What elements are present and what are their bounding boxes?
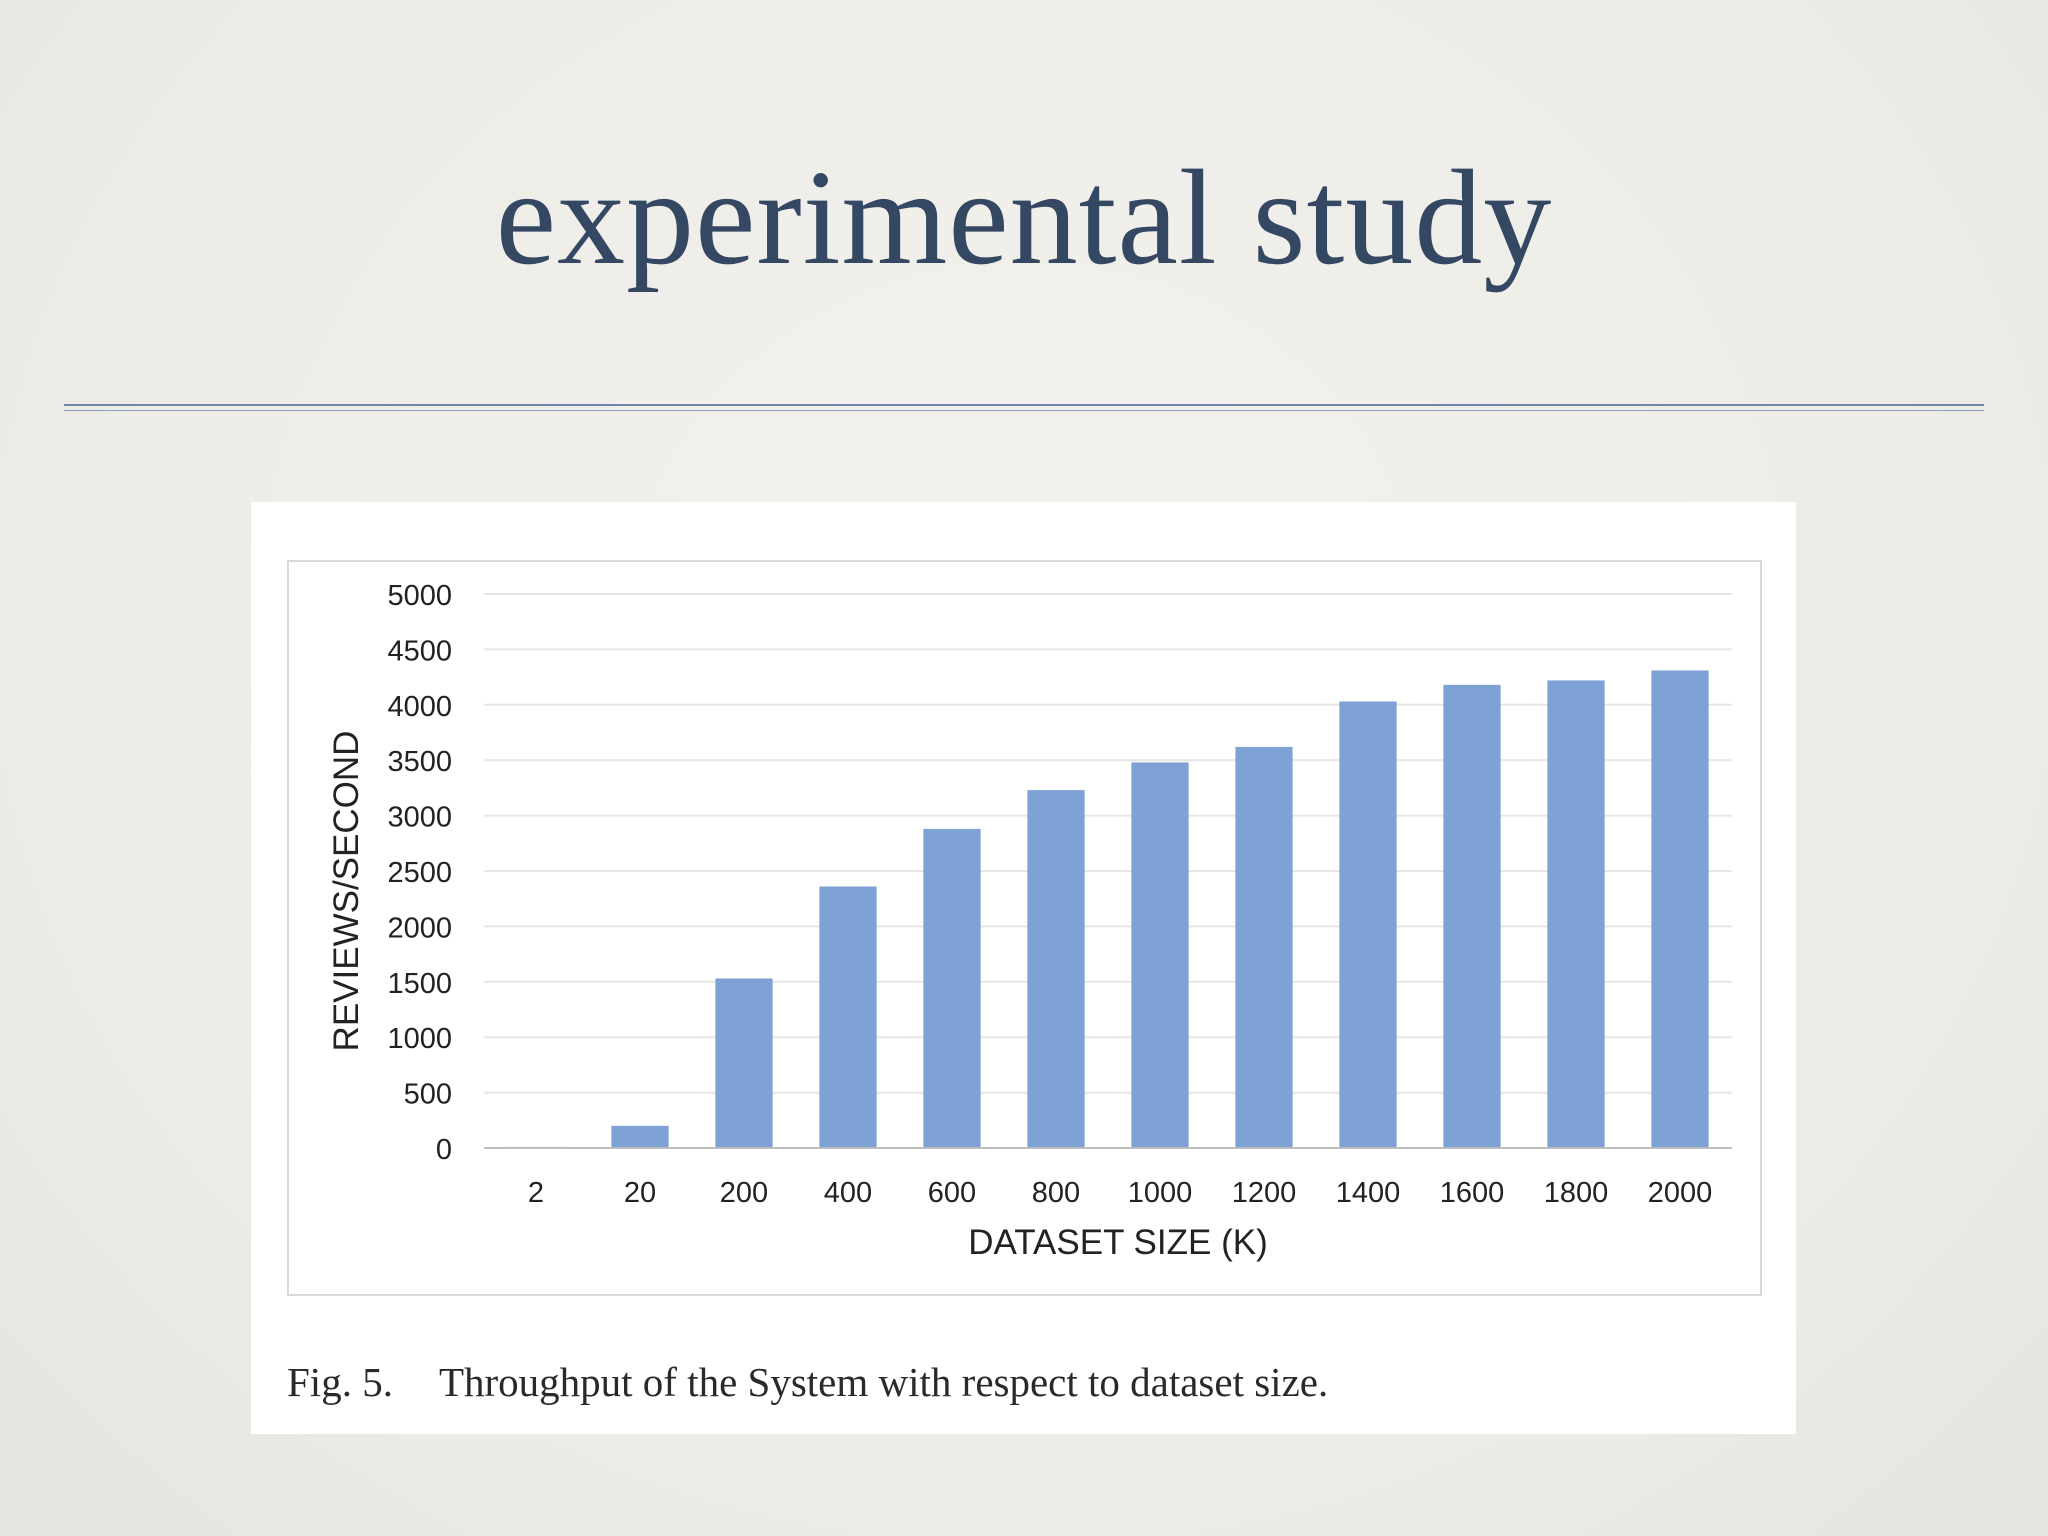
x-tick-label: 1400 — [1336, 1177, 1401, 1209]
title-divider — [64, 404, 1984, 406]
bar — [923, 828, 981, 1148]
bar — [1235, 746, 1293, 1148]
x-tick-label: 2 — [528, 1177, 544, 1209]
figure-label: Fig. 5. — [287, 1359, 393, 1405]
bar — [1443, 684, 1501, 1148]
chart-frame — [287, 560, 1762, 1296]
y-tick-label: 0 — [436, 1134, 452, 1166]
x-tick-label: 1800 — [1544, 1177, 1609, 1209]
y-tick-label: 4500 — [387, 635, 452, 667]
y-tick-label: 4000 — [387, 691, 452, 723]
x-axis-label: DATASET SIZE (K) — [968, 1223, 1267, 1262]
x-tick-label: 800 — [1032, 1177, 1080, 1209]
bar — [1027, 790, 1085, 1148]
bar — [1651, 670, 1709, 1148]
y-tick-label: 1000 — [387, 1023, 452, 1055]
x-tick-label: 400 — [824, 1177, 872, 1209]
bar — [1547, 680, 1605, 1148]
y-tick-label: 500 — [404, 1079, 452, 1111]
bar — [715, 978, 773, 1148]
y-tick-label: 3000 — [387, 802, 452, 834]
x-tick-label: 20 — [624, 1177, 656, 1209]
y-axis-label: REVIEWS/SECOND — [327, 731, 366, 1052]
slide-title: experimental study — [495, 143, 1553, 293]
y-tick-label: 2000 — [387, 912, 452, 944]
x-tick-label: 200 — [720, 1177, 768, 1209]
x-tick-label: 1200 — [1232, 1177, 1297, 1209]
x-tick-label: 600 — [928, 1177, 976, 1209]
y-tick-label: 2500 — [387, 857, 452, 889]
y-tick-label: 3500 — [387, 746, 452, 778]
bar — [819, 886, 877, 1148]
figure-caption: Fig. 5. Throughput of the System with res… — [287, 1358, 1747, 1406]
x-tick-label: 2000 — [1648, 1177, 1713, 1209]
x-tick-label: 1600 — [1440, 1177, 1505, 1209]
bar — [1339, 701, 1397, 1148]
y-tick-label: 1500 — [387, 968, 452, 1000]
bar — [611, 1125, 669, 1148]
figure-caption-text: Throughput of the System with respect to… — [438, 1359, 1329, 1405]
y-tick-label: 5000 — [387, 580, 452, 612]
bar — [1131, 762, 1189, 1148]
x-tick-label: 1000 — [1128, 1177, 1193, 1209]
title-divider-thin — [64, 410, 1984, 411]
